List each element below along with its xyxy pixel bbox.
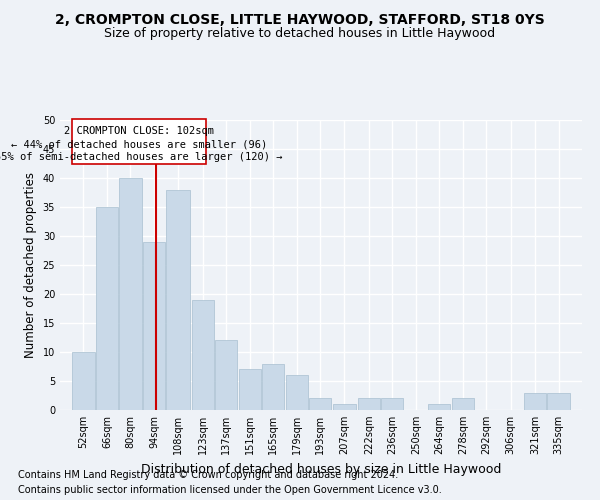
Bar [358, 398, 380, 410]
Text: 55% of semi-detached houses are larger (120) →: 55% of semi-detached houses are larger (… [0, 152, 283, 162]
Bar [452, 398, 474, 410]
Bar [262, 364, 284, 410]
Y-axis label: Number of detached properties: Number of detached properties [24, 172, 37, 358]
Text: 2, CROMPTON CLOSE, LITTLE HAYWOOD, STAFFORD, ST18 0YS: 2, CROMPTON CLOSE, LITTLE HAYWOOD, STAFF… [55, 12, 545, 26]
Bar [524, 392, 546, 410]
Text: Size of property relative to detached houses in Little Haywood: Size of property relative to detached ho… [104, 28, 496, 40]
Bar [428, 404, 451, 410]
Text: 2 CROMPTON CLOSE: 102sqm: 2 CROMPTON CLOSE: 102sqm [64, 126, 214, 136]
Bar [143, 242, 165, 410]
Bar [332, 404, 356, 410]
Bar [96, 207, 118, 410]
X-axis label: Distribution of detached houses by size in Little Haywood: Distribution of detached houses by size … [141, 462, 501, 475]
Text: Contains public sector information licensed under the Open Government Licence v3: Contains public sector information licen… [18, 485, 442, 495]
Bar [309, 398, 331, 410]
Bar [215, 340, 237, 410]
Text: Contains HM Land Registry data © Crown copyright and database right 2024.: Contains HM Land Registry data © Crown c… [18, 470, 398, 480]
Bar [191, 300, 214, 410]
Bar [239, 370, 261, 410]
Text: ← 44% of detached houses are smaller (96): ← 44% of detached houses are smaller (96… [11, 139, 267, 149]
Bar [547, 392, 569, 410]
FancyBboxPatch shape [72, 119, 206, 164]
Bar [381, 398, 403, 410]
Bar [166, 190, 190, 410]
Bar [73, 352, 95, 410]
Bar [119, 178, 142, 410]
Bar [286, 375, 308, 410]
